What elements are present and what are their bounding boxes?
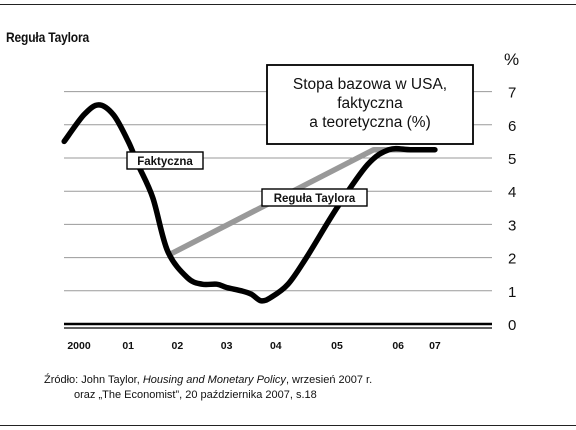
x-tick-label: 06 [392, 340, 404, 352]
x-tick-label: 07 [429, 340, 441, 352]
y-tick-label: 7 [508, 85, 516, 102]
top-rule [0, 4, 576, 5]
x-tick-label: 03 [221, 340, 233, 352]
x-tick-labels: 2000 01 02 03 04 05 06 07 [67, 340, 441, 352]
y-tick-label: 3 [508, 217, 516, 234]
legend-frame [266, 64, 474, 145]
legend-box: Stopa bazowa w USA, faktyczna a teoretyczn… [266, 64, 474, 145]
source-title: Housing and Monetary Policy [142, 374, 286, 386]
series-label-actual-frame [126, 151, 204, 170]
bottom-rule [0, 425, 576, 426]
x-tick-label: 01 [122, 340, 134, 352]
y-tick-label: 1 [508, 284, 516, 301]
series-label-taylor-frame [261, 188, 368, 207]
y-tick-label: 6 [508, 118, 516, 135]
legend-text-line: faktyczna [337, 95, 403, 112]
x-tick-label: 2000 [67, 340, 91, 352]
y-tick-label: 4 [508, 184, 516, 201]
y-tick-label: 2 [508, 251, 516, 268]
source-line-2: oraz „The Economist”, 20 października 20… [74, 389, 317, 401]
x-tick-label: 02 [172, 340, 184, 352]
series-labels: Faktyczna Reguła Taylora [126, 151, 368, 207]
source-note: Źródło: John Taylor, Housing and Monetar… [44, 373, 372, 403]
y-axis-unit: % [504, 50, 520, 69]
legend-text-line: Stopa bazowa w USA, [293, 76, 447, 93]
y-tick-label: 0 [508, 317, 516, 334]
x-tick-label: 04 [270, 340, 282, 352]
chart-title: Reguła Taylora [6, 29, 90, 45]
source-line-1: Źródło: John Taylor, Housing and Monetar… [44, 374, 373, 386]
legend-text-line: a teoretyczna (%) [309, 114, 430, 131]
y-tick-label: 5 [508, 151, 516, 168]
x-tick-label: 05 [331, 340, 343, 352]
y-tick-labels: 0 1 2 3 4 5 6 7 [508, 85, 516, 334]
series-label-taylor: Reguła Taylora [274, 193, 356, 205]
series-label-actual: Faktyczna [137, 156, 193, 168]
